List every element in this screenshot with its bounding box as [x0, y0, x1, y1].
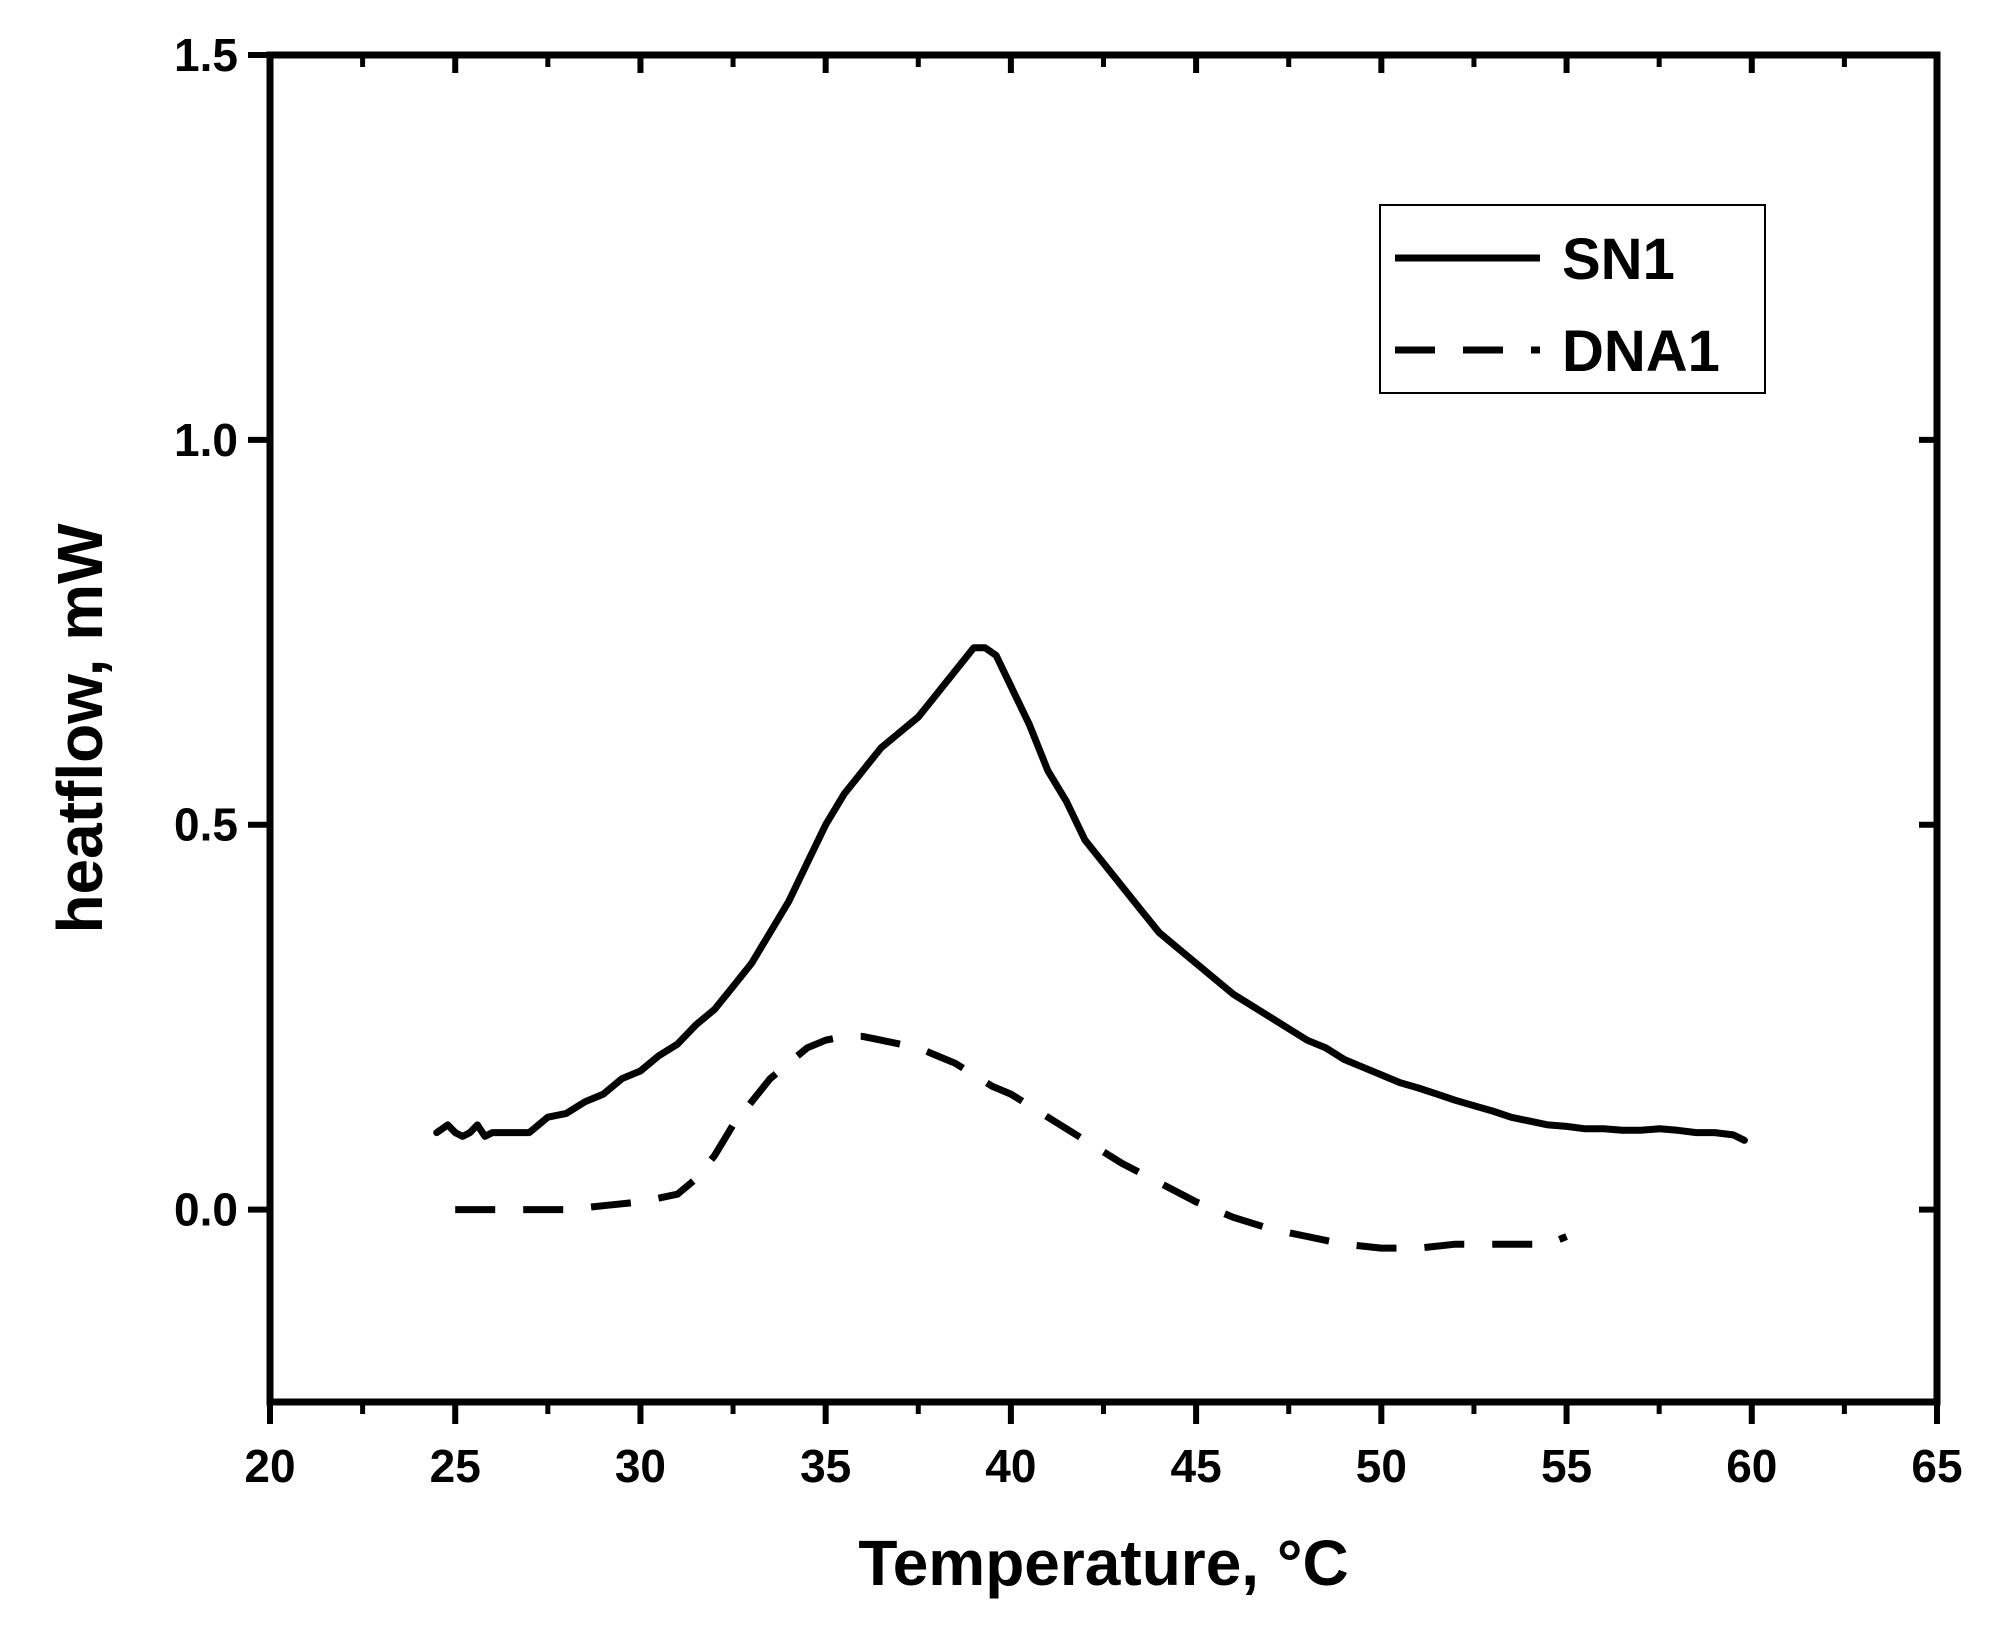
legend-label-sn1: SN1 [1562, 227, 1675, 292]
plot-series [433, 644, 1748, 1252]
x-tick-label: 30 [615, 1440, 666, 1492]
x-tick-label: 45 [1171, 1440, 1222, 1492]
y-axis-title: heatflow, mW [44, 523, 116, 934]
y-tick-label: 0.5 [174, 799, 238, 851]
series-line-dna1 [455, 1032, 1568, 1252]
series-line-sn1 [433, 644, 1748, 1144]
x-tick-label: 25 [430, 1440, 481, 1492]
y-tick-label: 1.5 [174, 29, 238, 81]
legend: SN1 DNA1 [1379, 204, 1766, 394]
x-tick-label: 60 [1726, 1440, 1777, 1492]
x-tick-labels: 20 25 30 35 40 45 50 55 60 65 [244, 1440, 1962, 1492]
x-tick-label: 55 [1541, 1440, 1592, 1492]
x-tick-label: 50 [1356, 1440, 1407, 1492]
y-tick-labels: 0.0 0.5 1.0 1.5 [174, 29, 238, 1236]
x-tick-label: 20 [244, 1440, 295, 1492]
legend-label-dna1: DNA1 [1562, 319, 1720, 384]
x-axis-title: Temperature, °C [858, 1527, 1348, 1599]
x-tick-label: 35 [800, 1440, 851, 1492]
legend-box [1379, 204, 1766, 394]
x-tick-label: 65 [1911, 1440, 1962, 1492]
x-tick-label: 40 [985, 1440, 1036, 1492]
plot-frame [266, 51, 1941, 1406]
y-tick-label: 1.0 [174, 414, 238, 466]
y-tick-label: 0.0 [174, 1184, 238, 1236]
